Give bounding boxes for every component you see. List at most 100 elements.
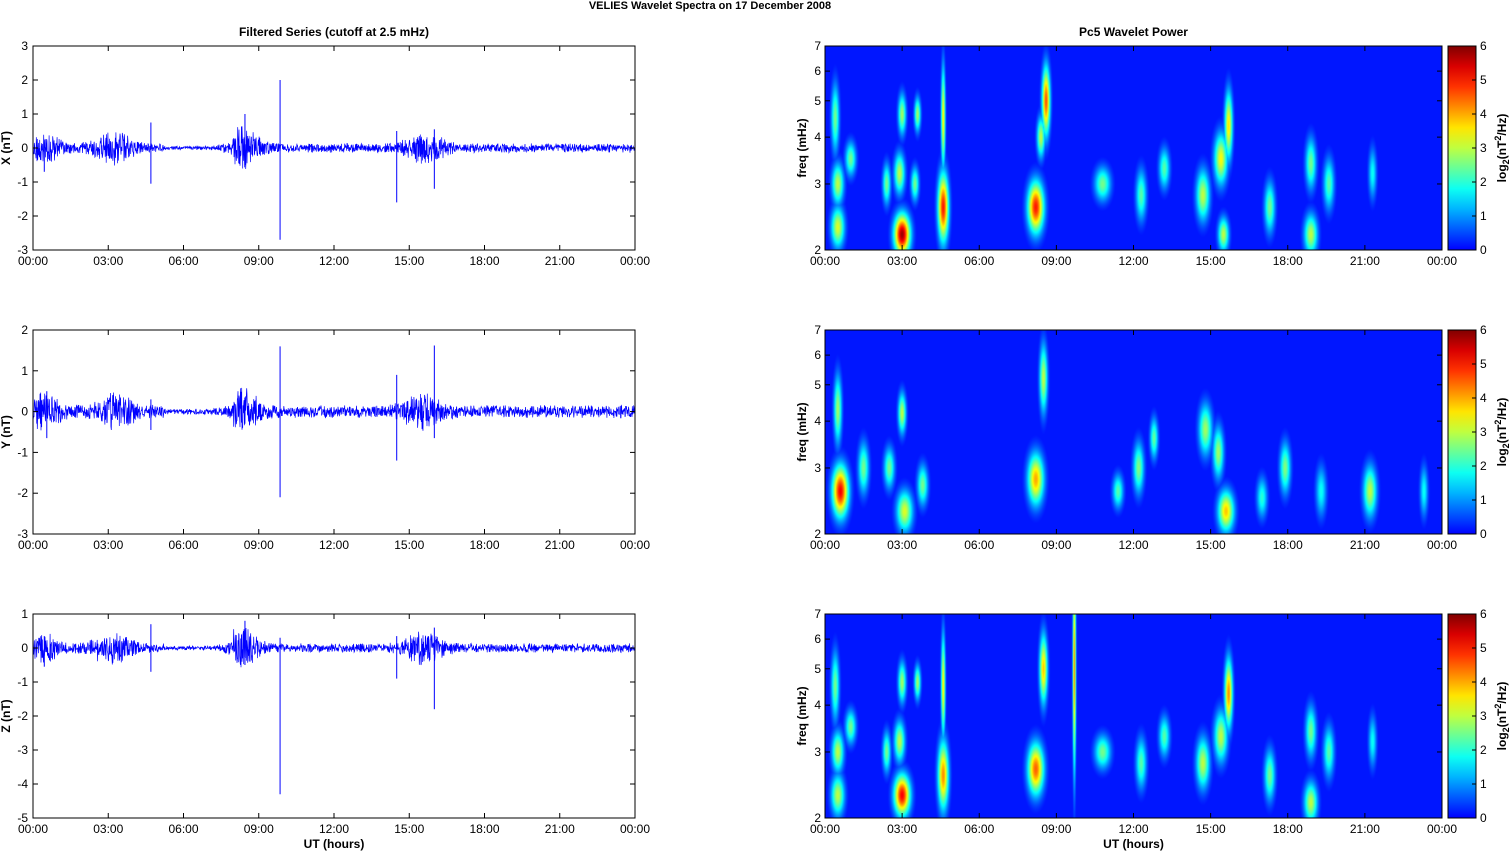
series-xtick-label: 12:00 <box>319 254 349 268</box>
series-xlabel: UT (hours) <box>304 837 365 851</box>
ytick-label: 0 <box>21 641 28 655</box>
series-panel-x: -3 -2 -1 0 1 2 3 00:00 03:00 06:00 09:00 12:00 15:00… <box>0 25 650 268</box>
series-xtick-label: 18:00 <box>469 538 499 552</box>
ytick-label: 5 <box>814 94 821 108</box>
ytick-label: 2 <box>21 323 28 337</box>
series-xtick-label: 21:00 <box>545 538 575 552</box>
wavelet-xtick-label: 00:00 <box>810 538 840 552</box>
ytick-label: 0 <box>21 405 28 419</box>
colorbar-label-part: 2 <box>1501 727 1511 732</box>
wavelet-heatmap <box>825 330 1442 534</box>
colorbar-gradient <box>1447 45 1477 251</box>
series-xtick-label: 15:00 <box>394 538 424 552</box>
ytick-label: 4 <box>814 698 821 712</box>
ytick-label: -2 <box>17 709 28 723</box>
colorbar-label-part: log <box>1495 448 1509 466</box>
wavelet-xtick-label: 06:00 <box>964 254 994 268</box>
colorbar-tick-label: 2 <box>1480 743 1487 757</box>
colorbar-tick-label: 2 <box>1480 175 1487 189</box>
wavelet-xtick-label: 12:00 <box>1118 538 1148 552</box>
ytick-label: 6 <box>814 64 821 78</box>
ytick-label: 6 <box>814 348 821 362</box>
wavelet-xtick-label: 18:00 <box>1273 822 1303 836</box>
wavelet-heatmap-image <box>825 330 1442 534</box>
wavelet-ylabel: freq (mHz) <box>795 686 809 745</box>
ytick-label: 3 <box>814 177 821 191</box>
colorbar-label-part: log <box>1495 732 1509 750</box>
series-xtick-label: 00:00 <box>18 538 48 552</box>
colorbar-tick-label: 0 <box>1480 243 1487 257</box>
ytick-label: 3 <box>814 461 821 475</box>
figure-title: VELIES Wavelet Spectra on 17 December 20… <box>589 0 831 12</box>
ytick-label: 1 <box>21 607 28 621</box>
colorbar-tick-label: 6 <box>1480 39 1487 53</box>
series-xtick-label: 18:00 <box>469 254 499 268</box>
series-xtick-label: 00:00 <box>620 822 650 836</box>
wavelet-xtick-label: 00:00 <box>810 254 840 268</box>
series-xtick-label: 21:00 <box>545 822 575 836</box>
wavelet-xlabel: UT (hours) <box>1103 837 1164 851</box>
series-xtick-label: 03:00 <box>93 538 123 552</box>
ytick-label: 6 <box>814 632 821 646</box>
wavelet-xtick-label: 15:00 <box>1196 822 1226 836</box>
signal-line-x <box>32 126 636 170</box>
series-panel-y: -3 -2 -1 0 1 2 00:00 03:00 06:00 09:00 12:00 15:00 1… <box>0 323 650 552</box>
ytick-label: -3 <box>17 743 28 757</box>
wavelet-xtick-label: 21:00 <box>1350 254 1380 268</box>
ytick-label: -3 <box>17 527 28 541</box>
ytick-label: 3 <box>814 745 821 759</box>
wavelet-panel-x: 2 3 4 5 6 7 00:00 03:00 06:00 09:00 12:00 15:00 18:0… <box>795 25 1511 268</box>
series-xtick-label: 15:00 <box>394 822 424 836</box>
wavelet-xtick-label: 09:00 <box>1041 254 1071 268</box>
ytick-label: 0 <box>21 141 28 155</box>
wavelet-heatmap-image <box>825 614 1442 818</box>
ytick-label: 5 <box>814 378 821 392</box>
colorbar-tick-label: 3 <box>1480 425 1487 439</box>
series-xtick-label: 12:00 <box>319 822 349 836</box>
wavelet-heatmap <box>825 46 1442 250</box>
ytick-label: 2 <box>814 527 821 541</box>
colorbar-label-part: 2 <box>1501 443 1511 448</box>
colorbar-tick-label: 4 <box>1480 107 1487 121</box>
colorbar-label-part: 2 <box>1493 420 1503 425</box>
ytick-label: -3 <box>17 243 28 257</box>
colorbar-tick-label: 5 <box>1480 357 1487 371</box>
wavelet-xtick-label: 21:00 <box>1350 822 1380 836</box>
wavelet-xtick-label: 09:00 <box>1041 822 1071 836</box>
wavelet-xtick-label: 12:00 <box>1118 254 1148 268</box>
ytick-label: 2 <box>814 811 821 825</box>
wavelet-title: Pc5 Wavelet Power <box>1079 25 1188 39</box>
wavelet-xtick-label: 00:00 <box>810 822 840 836</box>
colorbar-label-part: (nT <box>1495 708 1509 727</box>
series-panel-z: -5 -4 -3 -2 -1 0 1 00:00 03:00 06:00 09:00 12:00 15:… <box>0 607 650 851</box>
panels: -3 -2 -1 0 1 2 3 00:00 03:00 06:00 09:00 12:00 15:00… <box>0 25 1511 851</box>
series-xtick-label: 09:00 <box>244 822 274 836</box>
colorbar-tick-label: 1 <box>1480 209 1487 223</box>
series-ylabel: Z (nT) <box>0 699 13 732</box>
signal-line-y <box>32 387 636 431</box>
ytick-label: -4 <box>17 777 28 791</box>
wavelet-xtick-label: 06:00 <box>964 822 994 836</box>
series-xtick-label: 03:00 <box>93 822 123 836</box>
ytick-label: -1 <box>17 675 28 689</box>
colorbar-tick-label: 0 <box>1480 527 1487 541</box>
colorbar-label-part: (nT <box>1495 140 1509 159</box>
ytick-label: 5 <box>814 662 821 676</box>
colorbar-tick-label: 1 <box>1480 493 1487 507</box>
wavelet-xtick-label: 00:00 <box>1427 254 1457 268</box>
wavelet-xtick-label: 03:00 <box>887 254 917 268</box>
series-xtick-label: 06:00 <box>168 254 198 268</box>
wavelet-panel-y: 2 3 4 5 6 7 00:00 03:00 06:00 09:00 12:00 15:00 18:0… <box>795 323 1511 552</box>
wavelet-xtick-label: 18:00 <box>1273 538 1303 552</box>
ytick-label: -1 <box>17 175 28 189</box>
wavelet-xtick-label: 15:00 <box>1196 538 1226 552</box>
colorbar-tick-label: 2 <box>1480 459 1487 473</box>
colorbar-label-part: log <box>1495 164 1509 182</box>
ytick-label: 2 <box>814 243 821 257</box>
series-ylabel: X (nT) <box>0 131 13 165</box>
colorbar-tick-label: 0 <box>1480 811 1487 825</box>
